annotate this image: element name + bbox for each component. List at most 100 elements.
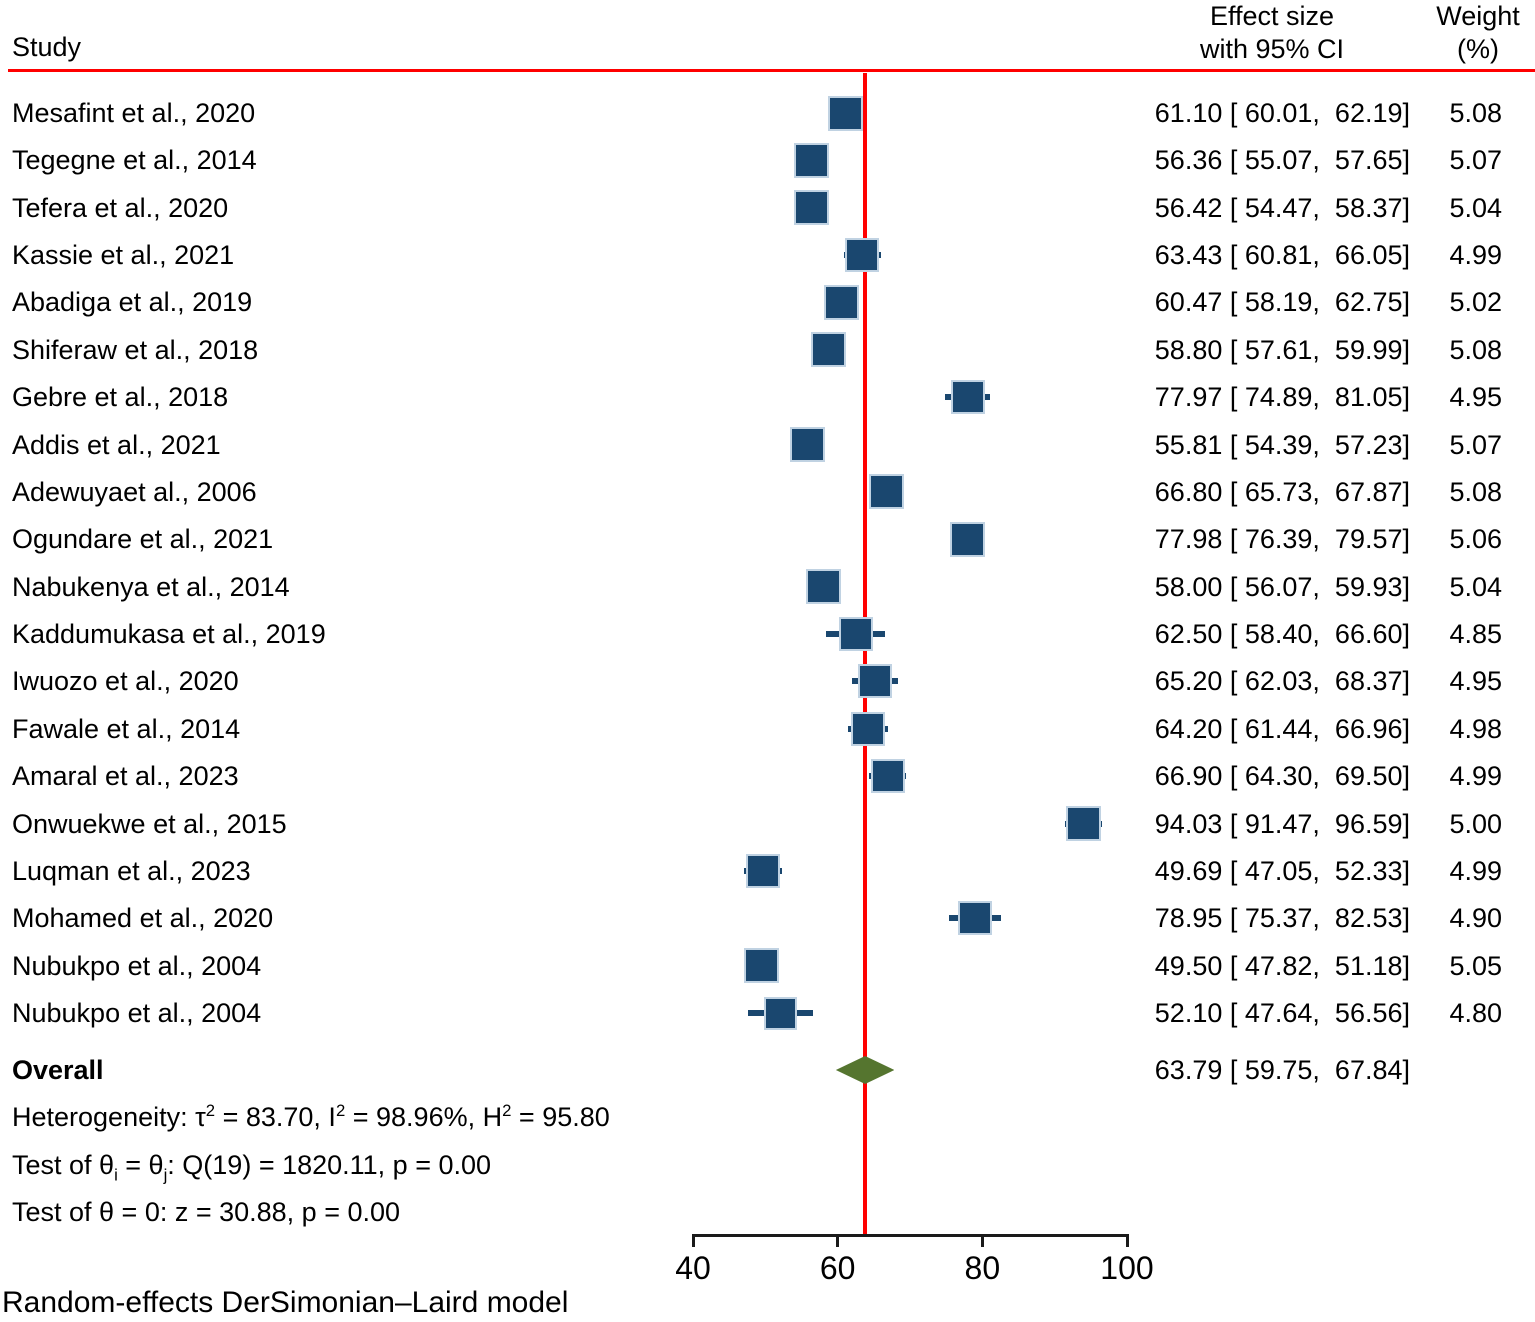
effect-square <box>805 569 841 605</box>
axis-tick-label: 40 <box>675 1250 711 1286</box>
study-label: Shiferaw et al., 2018 <box>12 334 259 365</box>
effect-size-text: 49.50 [ 47.82, 51.18] <box>1154 950 1410 981</box>
effect-square <box>764 996 798 1030</box>
effect-square <box>858 664 893 699</box>
effect-square <box>845 238 880 273</box>
weight-text: 5.00 <box>1449 808 1502 839</box>
weight-text: 4.99 <box>1449 855 1502 886</box>
weight-text: 4.99 <box>1449 240 1502 271</box>
study-label: Kassie et al., 2021 <box>12 240 235 271</box>
effect-column-header: Effect size with 95% CI <box>1092 0 1452 66</box>
effect-square <box>793 142 829 178</box>
effect-size-text: 66.90 [ 64.30, 69.50] <box>1154 761 1410 792</box>
effect-size-text: 65.20 [ 62.03, 68.37] <box>1154 666 1410 697</box>
axis-tick-label: 60 <box>819 1250 856 1286</box>
weight-text: 4.95 <box>1449 666 1502 697</box>
study-label: Addis et al., 2021 <box>12 429 221 460</box>
effect-size-text: 58.00 [ 56.07, 59.93] <box>1154 571 1410 602</box>
study-label: Onwuekwe et al., 2015 <box>12 808 287 839</box>
effect-column-header-line1: Effect size <box>1209 1 1335 31</box>
effect-size-text: 63.43 [ 60.81, 66.05] <box>1154 240 1410 271</box>
study-label: Nabukenya et al., 2014 <box>12 571 290 602</box>
effect-size-text: 77.98 [ 76.39, 79.57] <box>1154 524 1410 555</box>
effect-square <box>789 427 825 463</box>
study-label: Mesafint et al., 2020 <box>12 98 256 128</box>
weight-text: 5.07 <box>1449 145 1502 176</box>
effect-square <box>950 521 986 557</box>
x-axis-line <box>693 1234 1127 1237</box>
study-label: Nubukpo et al., 2004 <box>12 998 262 1029</box>
effect-size-text: 56.36 [ 55.07, 57.65] <box>1154 145 1410 176</box>
footer-model-text: Random-effects DerSimonian–Laird model <box>2 1286 569 1319</box>
effect-square <box>811 332 847 368</box>
effect-square <box>823 284 859 320</box>
weight-text: 4.95 <box>1449 382 1502 413</box>
effect-size-text: 66.80 [ 65.73, 67.87] <box>1154 476 1410 507</box>
effect-square <box>744 948 780 984</box>
study-label: Abadiga et al., 2019 <box>12 287 253 318</box>
weight-text: 5.08 <box>1449 476 1502 507</box>
study-label: Fawale et al., 2014 <box>12 713 241 744</box>
effect-square <box>851 711 886 746</box>
effect-size-text: 64.20 [ 61.44, 66.96] <box>1154 713 1410 744</box>
x-axis-tick <box>1125 1234 1129 1247</box>
study-label: Nubukpo et al., 2004 <box>12 950 262 981</box>
effect-square <box>1066 806 1102 842</box>
study-label: Ogundare et al., 2021 <box>12 524 274 555</box>
weight-text: 4.90 <box>1449 903 1502 934</box>
effect-square <box>950 380 985 415</box>
weight-text: 5.04 <box>1449 192 1502 223</box>
weight-text: 5.04 <box>1449 571 1502 602</box>
effect-size-text: 55.81 [ 54.39, 57.23] <box>1154 429 1410 460</box>
header-rule <box>8 69 1535 72</box>
effect-size-text: 56.42 [ 54.47, 58.37] <box>1154 192 1410 223</box>
weight-text: 5.07 <box>1449 429 1502 460</box>
study-column-header: Study <box>12 32 82 62</box>
effect-square <box>870 759 905 794</box>
study-label: Tefera et al., 2020 <box>12 192 229 223</box>
weight-text: 5.08 <box>1449 334 1502 365</box>
theta-test-text: Test of θi = θj: Q(19) = 1820.11, p = 0.… <box>12 1150 492 1185</box>
study-label: Mohamed et al., 2020 <box>12 903 274 934</box>
effect-square <box>746 853 781 888</box>
weight-text: 4.80 <box>1449 998 1502 1029</box>
weight-text: 4.99 <box>1449 761 1502 792</box>
heterogeneity-text: Heterogeneity: τ2 = 83.70, I2 = 98.96%, … <box>12 1101 610 1132</box>
effect-size-text: 78.95 [ 75.37, 82.53] <box>1154 903 1410 934</box>
overall-effect-text: 63.79 [ 59.75, 67.84] <box>1154 1055 1410 1085</box>
weight-column-header-line1: Weight <box>1436 1 1520 31</box>
weight-text: 4.85 <box>1449 619 1502 650</box>
effect-column-header-line2: with 95% CI <box>1199 34 1345 64</box>
axis-tick-label: 80 <box>964 1250 1001 1286</box>
effect-size-text: 52.10 [ 47.64, 56.56] <box>1154 998 1410 1029</box>
study-label: Adewuyaet al., 2006 <box>12 476 257 507</box>
overall-label: Overall <box>12 1055 104 1085</box>
study-label: Tegegne et al., 2014 <box>12 145 257 176</box>
weight-text: 5.05 <box>1449 950 1502 981</box>
effect-size-text: 49.69 [ 47.05, 52.33] <box>1154 855 1410 886</box>
study-label: Luqman et al., 2023 <box>12 855 251 886</box>
effect-size-text: 94.03 [ 91.47, 96.59] <box>1154 808 1410 839</box>
effect-size-text: 77.97 [ 74.89, 81.05] <box>1154 382 1410 413</box>
effect-square <box>869 474 905 510</box>
overall-diamond <box>835 1056 895 1084</box>
weight-text: 5.06 <box>1449 524 1502 555</box>
effect-square <box>838 617 873 652</box>
axis-tick-label: 100 <box>1100 1250 1154 1286</box>
study-label: Kaddumukasa et al., 2019 <box>12 619 326 650</box>
study-label: Amaral et al., 2023 <box>12 761 239 792</box>
x-axis-tick <box>691 1234 695 1247</box>
weight-text: 5.02 <box>1449 287 1502 318</box>
effect-size-text: 58.80 [ 57.61, 59.99] <box>1154 334 1410 365</box>
weight-column-header-line2: (%) <box>1457 34 1499 64</box>
study-label: Iwuozo et al., 2020 <box>12 666 239 697</box>
weight-column-header: Weight (%) <box>1398 0 1535 66</box>
study-label: Gebre et al., 2018 <box>12 382 229 413</box>
effect-square <box>957 901 992 936</box>
effect-size-text: 62.50 [ 58.40, 66.60] <box>1154 619 1410 650</box>
effect-square <box>828 95 864 131</box>
effect-square <box>794 190 830 226</box>
effect-size-text: 61.10 [ 60.01, 62.19] <box>1154 98 1410 128</box>
weight-text: 4.98 <box>1449 713 1502 744</box>
